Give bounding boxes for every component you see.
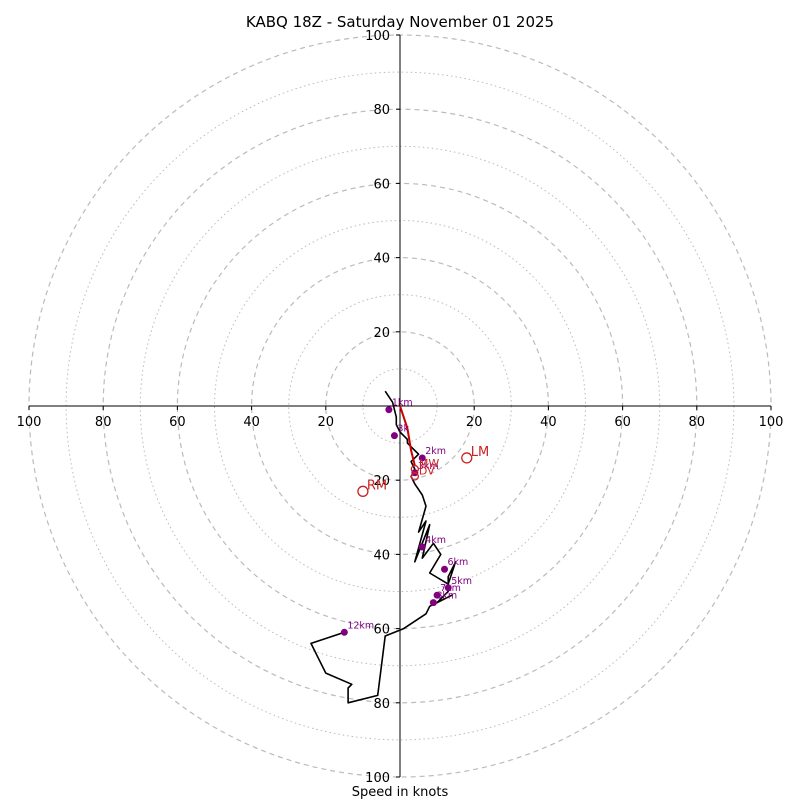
- height-marker-point: [429, 599, 437, 607]
- height-marker-point: [444, 584, 452, 592]
- y-tick-label: 20: [373, 474, 390, 489]
- storm-motion-label: RM: [367, 478, 387, 493]
- x-axis-label: Speed in knots: [352, 785, 449, 800]
- height-marker-label: 6km: [448, 557, 469, 568]
- height-marker-label: 8km: [436, 591, 457, 602]
- storm-motion-marker: [410, 472, 419, 481]
- x-tick-label: 20: [318, 415, 335, 430]
- height-marker-label: 5km: [451, 576, 472, 587]
- height-marker-label: 3km: [418, 461, 439, 472]
- height-marker-point: [390, 432, 398, 440]
- x-tick-label: 80: [689, 415, 706, 430]
- x-tick-label: 80: [95, 415, 112, 430]
- x-tick-label: 40: [540, 415, 557, 430]
- y-tick-label: 60: [373, 623, 390, 638]
- height-marker-point: [418, 543, 426, 551]
- height-marker-point: [340, 628, 348, 636]
- y-tick-label: 80: [373, 697, 390, 712]
- height-marker-label: 1km: [392, 398, 413, 409]
- x-tick-label: 100: [759, 415, 784, 430]
- storm-motion-marker: [357, 485, 369, 497]
- tick-labels: 100 80 60 40 20 20 40 60 80 100 100 80 60 40 20 20 40 60 8…: [17, 29, 784, 786]
- storm-motion-label: DV: [419, 464, 435, 477]
- hodograph-line: [310, 390, 457, 704]
- x-tick-label: 60: [614, 415, 631, 430]
- y-tick-label: 80: [373, 103, 390, 118]
- storm-motion-marker: [461, 452, 473, 464]
- chart-title: KABQ 18Z - Saturday November 01 2025: [246, 13, 554, 31]
- height-marker-label: 3k: [397, 424, 409, 435]
- x-tick-label: 60: [169, 415, 186, 430]
- height-marker-point: [441, 565, 449, 573]
- height-marker-label: 12km: [347, 620, 374, 631]
- storm-motion-label: MW: [419, 457, 439, 470]
- height-marker-point: [433, 591, 441, 599]
- height-marker-label: 7km: [440, 583, 461, 594]
- y-tick-label: 100: [365, 771, 390, 786]
- y-tick-label: 60: [373, 177, 390, 192]
- x-tick-label: 100: [17, 415, 42, 430]
- x-tick-label: 20: [466, 415, 483, 430]
- x-tick-label: 40: [243, 415, 260, 430]
- storm-motion-label: LM: [471, 445, 489, 460]
- height-marker-point: [385, 406, 393, 414]
- height-marker-label: 4km: [425, 535, 446, 546]
- height-marker-label: 2km: [425, 446, 446, 457]
- y-tick-label: 20: [373, 326, 390, 341]
- y-tick-label: 40: [373, 548, 390, 563]
- height-marker-point: [418, 454, 426, 462]
- shear-vector-line: [399, 405, 416, 466]
- y-tick-label: 40: [373, 252, 390, 267]
- y-tick-label: 100: [365, 29, 390, 44]
